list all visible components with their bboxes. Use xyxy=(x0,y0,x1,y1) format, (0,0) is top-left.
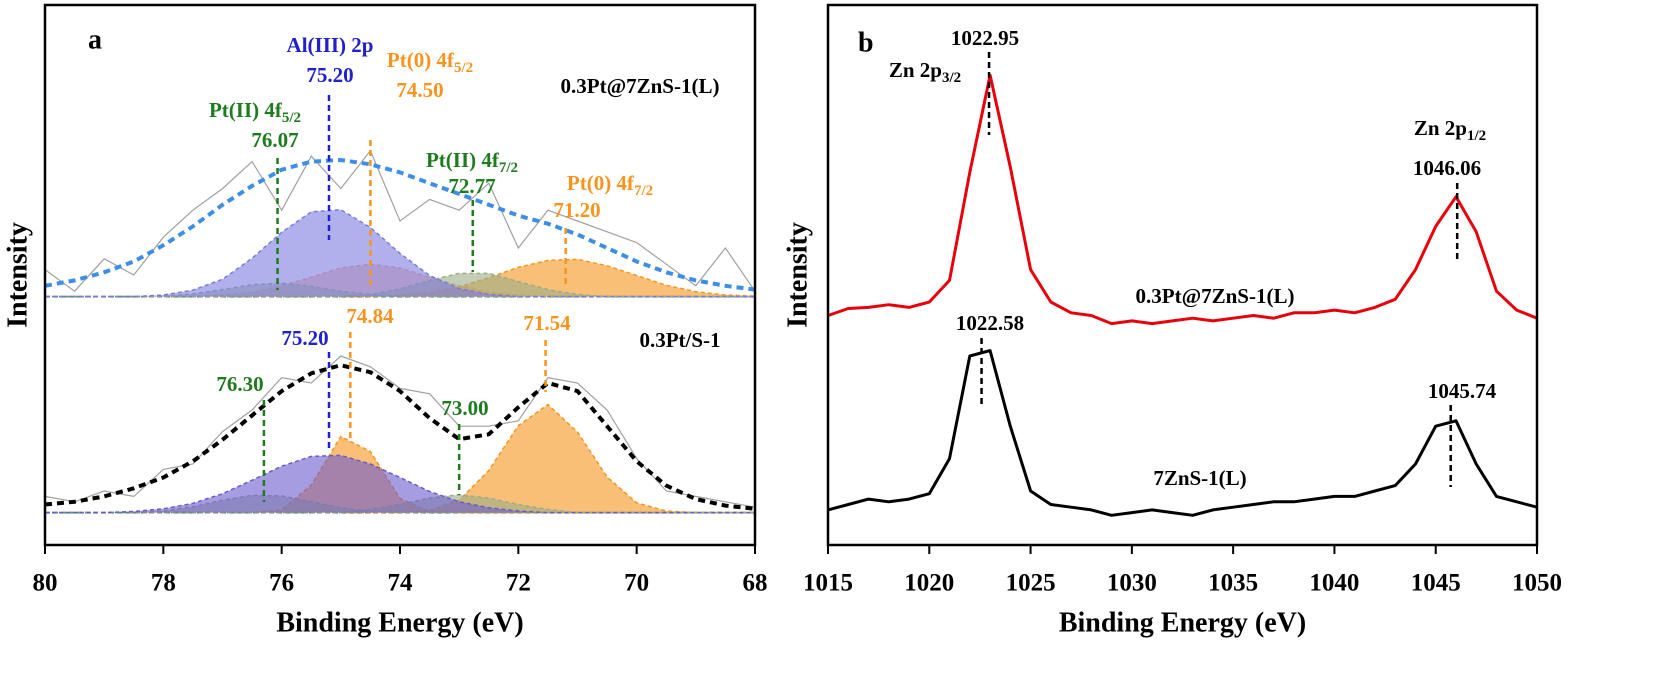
x-axis-title: Binding Energy (eV) xyxy=(276,607,523,638)
peak-name-sub: 5/2 xyxy=(282,110,301,126)
x-axis-title: Binding Energy (eV) xyxy=(1059,607,1306,638)
peak-value: 1046.06 xyxy=(1413,156,1481,180)
x-tick-label: 72 xyxy=(506,570,531,597)
envelope xyxy=(44,157,756,292)
peak-value: 74.84 xyxy=(346,304,394,328)
peak-value: 76.07 xyxy=(251,128,298,152)
plot-frame xyxy=(43,3,757,547)
peak-name-text: Pt(II) 4f xyxy=(209,98,283,122)
y-axis-title: Intensity xyxy=(2,222,33,328)
peak-name: Pt(0) 4f5/2 xyxy=(387,48,473,77)
peak-value: 74.50 xyxy=(396,78,443,102)
x-tick-label: 74 xyxy=(388,570,414,597)
x-tick-label: 68 xyxy=(743,570,768,597)
peak-name-text: Zn 2p xyxy=(1414,116,1467,140)
peak-area xyxy=(45,455,755,513)
peak-name-sub: 1/2 xyxy=(1467,128,1486,144)
peak-name-sub: 5/2 xyxy=(454,60,473,76)
peak-name-sub: 3/2 xyxy=(942,70,961,86)
x-tick-label: 1015 xyxy=(803,570,853,597)
peak-area xyxy=(45,209,755,297)
peak-value: 75.20 xyxy=(281,326,328,350)
peak-name-text: Al(III) 2p xyxy=(287,33,374,57)
y-axis-title: Intensity xyxy=(782,222,813,328)
x-tick-label: 70 xyxy=(624,570,649,597)
x-tick-label: 76 xyxy=(269,570,294,597)
peak-name: Al(III) 2p xyxy=(287,33,374,57)
peak-name: Zn 2p3/2 xyxy=(889,58,961,87)
peak-name-sub: 7/2 xyxy=(634,183,653,199)
panel-letter: b xyxy=(858,27,874,58)
peak-name: Pt(0) 4f7/2 xyxy=(567,171,653,200)
x-tick-label: 1040 xyxy=(1309,570,1359,597)
plot-frame xyxy=(826,3,1539,547)
peak-area xyxy=(45,404,755,513)
raw-spectrum xyxy=(44,149,756,293)
peak-value: 75.20 xyxy=(306,63,353,87)
peak-area xyxy=(45,259,755,297)
sample-label: 0.3Pt/S-1 xyxy=(639,328,720,352)
peak-outline xyxy=(45,403,755,514)
peak-name: Pt(II) 4f5/2 xyxy=(209,98,301,127)
peak-value: 71.20 xyxy=(553,198,600,222)
peak-name: Pt(II) 4f7/2 xyxy=(426,148,518,177)
x-tick-label: 78 xyxy=(151,570,176,597)
peak-name-sub: 7/2 xyxy=(499,160,518,176)
x-tick-label: 1030 xyxy=(1107,570,1157,597)
peak-value: 72.77 xyxy=(448,174,495,198)
peak-value: 1022.95 xyxy=(951,26,1019,50)
envelope xyxy=(44,363,756,511)
x-tick-label: 1050 xyxy=(1512,570,1562,597)
x-tick-label: 1045 xyxy=(1411,570,1461,597)
sample-label: 7ZnS-1(L) xyxy=(1153,466,1246,490)
peak-name-text: Zn 2p xyxy=(889,58,942,82)
peak-name-text: Pt(0) 4f xyxy=(567,171,635,195)
sample-label: 0.3Pt@7ZnS-1(L) xyxy=(561,74,720,98)
sample-label: 0.3Pt@7ZnS-1(L) xyxy=(1136,284,1295,308)
peak-outline xyxy=(45,208,755,298)
spectrum xyxy=(827,73,1538,326)
peak-value: 73.00 xyxy=(441,396,488,420)
panel-letter: a xyxy=(88,24,102,55)
peak-name: Zn 2p1/2 xyxy=(1414,116,1486,145)
peak-outline xyxy=(45,454,755,514)
peak-name-text: Pt(0) 4f xyxy=(387,48,455,72)
peak-name-text: Pt(II) 4f xyxy=(426,148,500,172)
x-tick-label: 80 xyxy=(33,570,58,597)
peak-value: 1022.58 xyxy=(956,311,1024,335)
peak-value: 71.54 xyxy=(523,311,571,335)
peak-outline xyxy=(45,258,756,298)
spectrum xyxy=(827,349,1538,517)
peak-value: 1045.74 xyxy=(1428,379,1497,403)
raw-spectrum xyxy=(44,355,756,508)
x-tick-label: 1035 xyxy=(1208,570,1258,597)
x-tick-label: 1020 xyxy=(904,570,954,597)
peak-value: 76.30 xyxy=(216,372,263,396)
x-tick-label: 1025 xyxy=(1006,570,1056,597)
